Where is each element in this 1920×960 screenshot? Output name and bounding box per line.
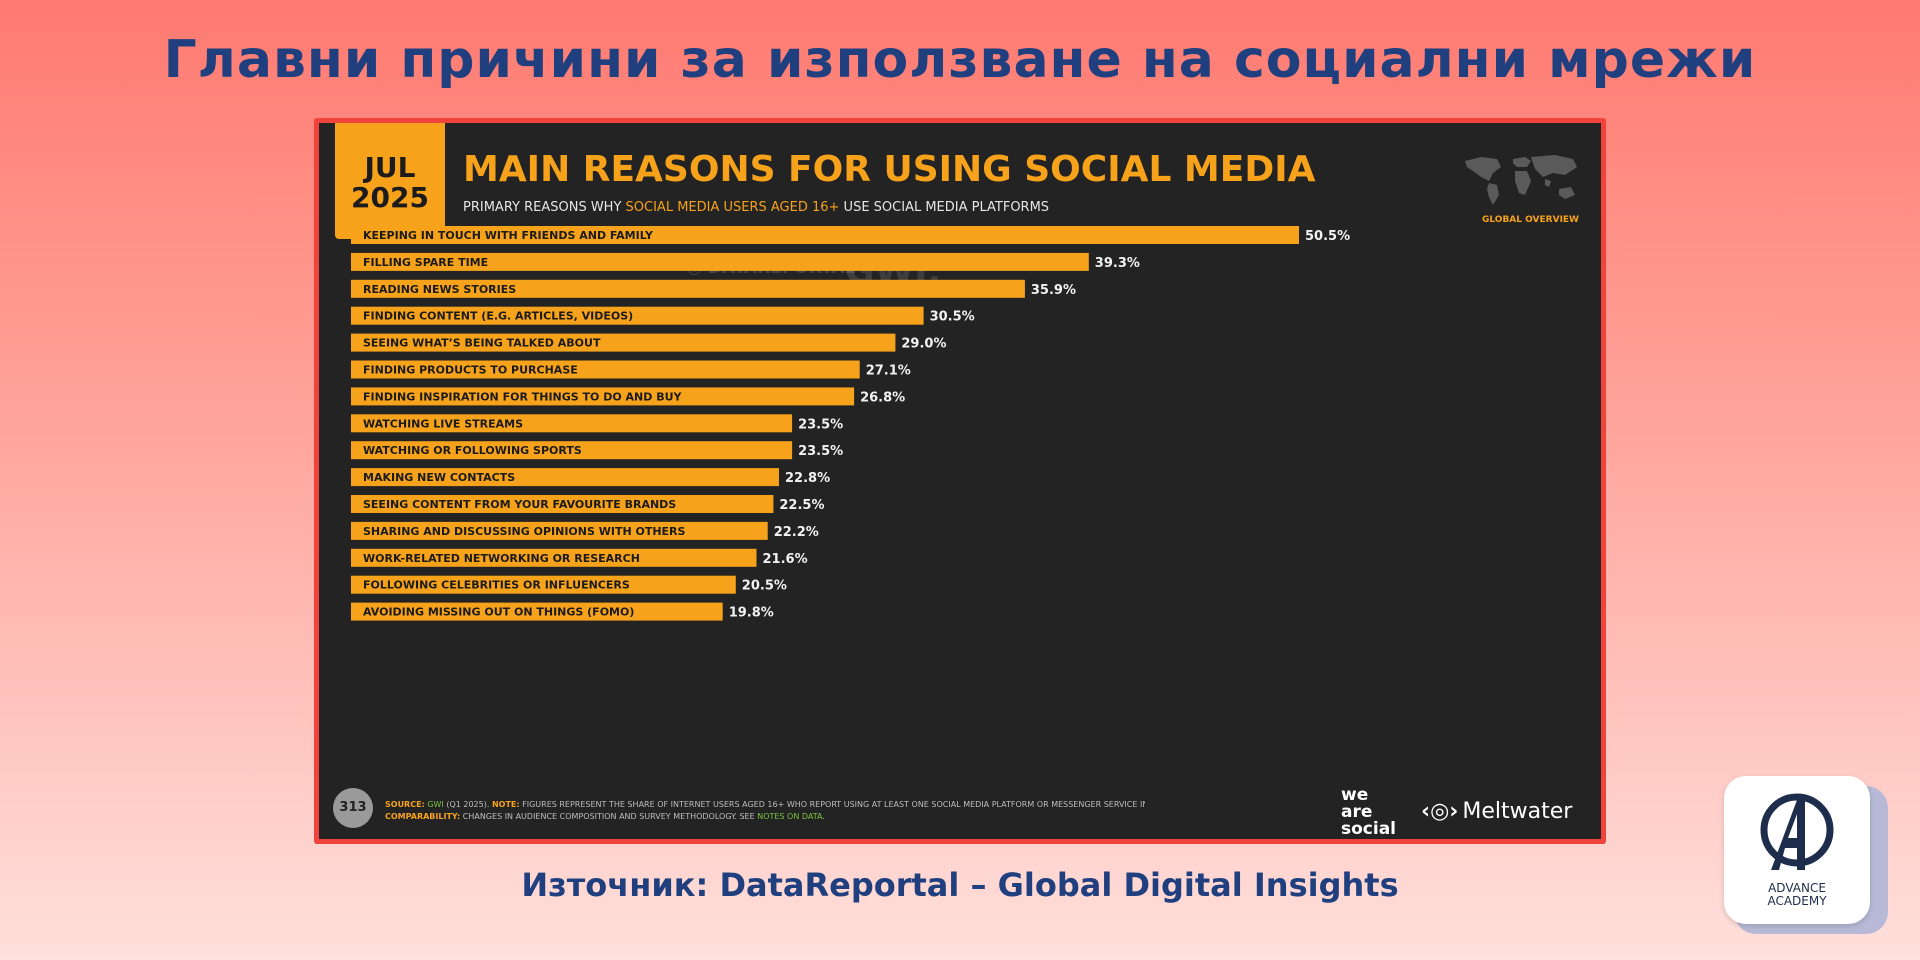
bar-11 bbox=[351, 495, 774, 513]
value-label-10: 22.8% bbox=[785, 471, 830, 486]
value-label-9: 23.5% bbox=[798, 444, 843, 459]
bar-label-10: MAKING NEW CONTACTS bbox=[363, 471, 515, 484]
bar-label-11: SEEING CONTENT FROM YOUR FAVOURITE BRAND… bbox=[363, 498, 676, 511]
subtitle-post: USE SOCIAL MEDIA PLATFORMS bbox=[839, 200, 1050, 215]
date-month: JUL bbox=[364, 151, 416, 184]
value-label-4: 30.5% bbox=[930, 310, 975, 325]
bar-label-8: WATCHING LIVE STREAMS bbox=[363, 417, 523, 430]
value-label-5: 29.0% bbox=[901, 337, 946, 352]
date-year: 2025 bbox=[351, 181, 429, 214]
subtitle-pre: PRIMARY REASONS WHY bbox=[463, 200, 626, 215]
logo-line-2: ACADEMY bbox=[1767, 894, 1827, 908]
bar-2 bbox=[351, 252, 1089, 271]
source-value: GWI bbox=[427, 800, 444, 809]
comparability-label: COMPARABILITY: bbox=[385, 812, 461, 821]
footer-line-2: COMPARABILITY: CHANGES IN AUDIENCE COMPO… bbox=[385, 811, 1145, 823]
bar-label-12: SHARING AND DISCUSSING OPINIONS WITH OTH… bbox=[363, 525, 686, 538]
bar-1 bbox=[351, 226, 1299, 244]
bar-8 bbox=[351, 414, 793, 433]
bar-chart: KEEPING IN TOUCH WITH FRIENDS AND FAMILY… bbox=[351, 226, 1350, 621]
comparability-text: CHANGES IN AUDIENCE COMPOSITION AND SURV… bbox=[460, 812, 758, 821]
slide-frame: JUL 2025 MAIN REASONS FOR USING SOCIAL M… bbox=[314, 118, 1606, 844]
world-map-icon bbox=[1465, 155, 1577, 205]
bar-label-15: AVOIDING MISSING OUT ON THINGS (FOMO) bbox=[363, 606, 634, 619]
chart-subtitle: PRIMARY REASONS WHY SOCIAL MEDIA USERS A… bbox=[463, 200, 1049, 215]
bar-label-3: READING NEWS STORIES bbox=[363, 283, 516, 296]
meltwater-wordmark: Meltwater bbox=[1462, 799, 1573, 824]
bar-label-7: FINDING INSPIRATION FOR THINGS TO DO AND… bbox=[363, 390, 683, 403]
bar-4 bbox=[351, 306, 924, 325]
value-label-3: 35.9% bbox=[1031, 283, 1076, 298]
value-label-12: 22.2% bbox=[774, 525, 819, 540]
chart-title: MAIN REASONS FOR USING SOCIAL MEDIA bbox=[463, 149, 1316, 190]
value-label-15: 19.8% bbox=[729, 606, 774, 621]
source-label: SOURCE: bbox=[385, 800, 425, 809]
bar-label-9: WATCHING OR FOLLOWING SPORTS bbox=[363, 444, 582, 457]
slide: JUL 2025 MAIN REASONS FOR USING SOCIAL M… bbox=[319, 123, 1601, 839]
logo-wordmark: ADVANCE ACADEMY bbox=[1724, 882, 1870, 908]
logo-line-1: ADVANCE bbox=[1768, 881, 1826, 895]
value-label-2: 39.3% bbox=[1095, 256, 1140, 271]
meltwater-icon: ‹◎› bbox=[1421, 799, 1459, 824]
value-label-13: 21.6% bbox=[763, 552, 808, 567]
value-label-11: 22.5% bbox=[779, 498, 824, 513]
note-label: NOTE: bbox=[491, 800, 520, 809]
value-label-1: 50.5% bbox=[1305, 229, 1350, 244]
bar-3 bbox=[351, 279, 1025, 298]
bar-label-1: KEEPING IN TOUCH WITH FRIENDS AND FAMILY bbox=[363, 229, 654, 242]
bar-12 bbox=[351, 521, 768, 540]
we-are-social-logo: we are social bbox=[1341, 787, 1396, 838]
bar-9 bbox=[351, 441, 793, 460]
footer-notes: SOURCE: GWI (Q1 2025). NOTE: FIGURES REP… bbox=[385, 799, 1145, 823]
value-label-8: 23.5% bbox=[798, 417, 843, 432]
date-badge: JUL 2025 bbox=[335, 123, 445, 239]
bar-7 bbox=[351, 387, 855, 406]
page-number-badge: 313 bbox=[333, 788, 373, 828]
bar-label-14: FOLLOWING CELEBRITIES OR INFLUENCERS bbox=[363, 579, 630, 592]
meltwater-logo: ‹◎› Meltwater bbox=[1421, 799, 1572, 824]
we-are-social-line-1: we bbox=[1341, 785, 1369, 805]
value-label-14: 20.5% bbox=[742, 579, 787, 594]
we-are-social-line-2: are bbox=[1341, 802, 1373, 822]
comparability-end: . bbox=[822, 812, 825, 821]
bar-14 bbox=[351, 575, 736, 594]
notes-on-data-link[interactable]: NOTES ON DATA bbox=[757, 812, 823, 821]
note-text: FIGURES REPRESENT THE SHARE OF INTERNET … bbox=[522, 800, 1145, 809]
global-overview-label: GLOBAL OVERVIEW bbox=[1482, 215, 1579, 225]
we-are-social-line-3: social bbox=[1341, 819, 1397, 839]
advance-academy-logo: ADVANCE ACADEMY bbox=[1724, 776, 1870, 924]
value-label-7: 26.8% bbox=[860, 390, 905, 405]
subtitle-highlight: SOCIAL MEDIA USERS AGED 16+ bbox=[625, 200, 840, 215]
bar-15 bbox=[351, 602, 723, 621]
bar-label-6: FINDING PRODUCTS TO PURCHASE bbox=[363, 364, 578, 377]
bar-label-5: SEEING WHAT’S BEING TALKED ABOUT bbox=[363, 337, 601, 350]
value-label-6: 27.1% bbox=[866, 364, 911, 379]
footer-line-1: SOURCE: GWI (Q1 2025). NOTE: FIGURES REP… bbox=[385, 799, 1145, 811]
bar-label-4: FINDING CONTENT (E.G. ARTICLES, VIDEOS) bbox=[363, 310, 633, 323]
page-title: Главни причини за използване на социални… bbox=[163, 30, 1757, 90]
bar-5 bbox=[351, 333, 896, 352]
source-rest: (Q1 2025). bbox=[443, 800, 492, 809]
academy-a-icon bbox=[1760, 793, 1834, 870]
bar-label-13: WORK-RELATED NETWORKING OR RESEARCH bbox=[363, 552, 640, 565]
bar-13 bbox=[351, 548, 757, 567]
bar-10 bbox=[351, 468, 779, 487]
bar-label-2: FILLING SPARE TIME bbox=[363, 256, 488, 269]
bar-6 bbox=[351, 360, 860, 379]
source-caption: Източник: DataReportal – Global Digital … bbox=[521, 866, 1399, 904]
